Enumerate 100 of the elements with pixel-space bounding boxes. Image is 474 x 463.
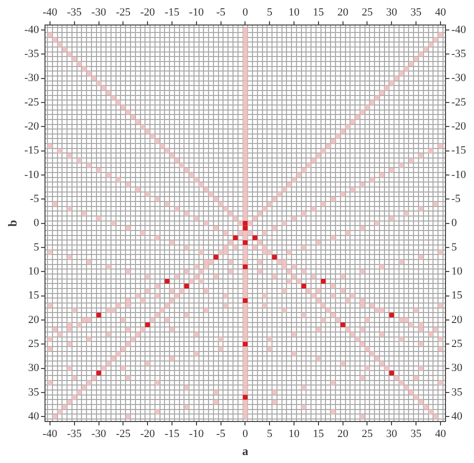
point bbox=[96, 168, 102, 172]
point bbox=[76, 322, 82, 328]
point bbox=[218, 336, 224, 342]
point bbox=[282, 220, 287, 226]
point bbox=[48, 346, 52, 352]
point bbox=[155, 235, 160, 240]
point bbox=[233, 245, 238, 250]
point bbox=[340, 322, 346, 328]
point bbox=[126, 226, 130, 230]
y-tick-label: 5 bbox=[34, 241, 40, 254]
x2-tick-label: 35 bbox=[410, 6, 422, 18]
point bbox=[116, 177, 121, 182]
y2-tick-label: 25 bbox=[451, 338, 463, 350]
point bbox=[204, 288, 208, 294]
x-tick-label: -25 bbox=[116, 428, 131, 440]
x-tick-label: -30 bbox=[91, 428, 107, 440]
point bbox=[48, 336, 52, 342]
point bbox=[86, 162, 92, 168]
point bbox=[72, 376, 77, 380]
point bbox=[198, 278, 204, 284]
y-tick-label: -5 bbox=[30, 193, 40, 206]
point bbox=[316, 288, 321, 294]
point bbox=[438, 303, 443, 308]
y-tick-label: -10 bbox=[24, 168, 40, 181]
point bbox=[438, 346, 443, 352]
point bbox=[126, 303, 130, 308]
point bbox=[340, 288, 346, 294]
point bbox=[204, 308, 208, 313]
y-tick-label: -15 bbox=[24, 144, 40, 157]
point bbox=[135, 293, 140, 298]
point bbox=[106, 332, 111, 337]
point bbox=[262, 293, 268, 298]
y-tick-label: 30 bbox=[28, 362, 40, 374]
y-tick-label: -40 bbox=[24, 24, 40, 36]
point bbox=[272, 226, 277, 230]
point bbox=[67, 254, 72, 260]
point bbox=[418, 327, 424, 332]
x-tick-label: 15 bbox=[312, 428, 324, 440]
point bbox=[360, 414, 365, 419]
point bbox=[252, 235, 258, 240]
y-tick-label: -20 bbox=[24, 120, 40, 133]
point bbox=[389, 216, 394, 221]
x-tick-label: 5 bbox=[266, 428, 273, 440]
point bbox=[204, 260, 208, 264]
point bbox=[360, 303, 365, 308]
point bbox=[170, 240, 174, 245]
point bbox=[155, 293, 160, 298]
point bbox=[282, 260, 287, 264]
x-tick-label: 40 bbox=[434, 428, 446, 440]
point bbox=[218, 346, 224, 352]
point bbox=[399, 318, 404, 322]
point bbox=[111, 220, 116, 226]
point bbox=[252, 245, 258, 250]
point bbox=[214, 274, 218, 279]
point bbox=[242, 394, 248, 400]
point bbox=[145, 361, 150, 366]
point bbox=[145, 274, 150, 279]
y2-tick-label: 0 bbox=[451, 217, 458, 230]
y-tick-label: 25 bbox=[28, 338, 40, 350]
point bbox=[316, 240, 321, 245]
x-tick-label: 0 bbox=[242, 428, 248, 440]
point bbox=[320, 202, 326, 206]
y2-tick-label: -5 bbox=[451, 193, 461, 206]
point bbox=[301, 385, 306, 390]
point bbox=[184, 404, 189, 410]
y-tick-label: 35 bbox=[28, 386, 40, 398]
x2-tick-label: 30 bbox=[386, 6, 398, 18]
point bbox=[126, 182, 130, 187]
point bbox=[223, 250, 228, 255]
point bbox=[72, 308, 77, 313]
point bbox=[184, 284, 189, 288]
point bbox=[67, 206, 72, 212]
y2-tick-label: -30 bbox=[451, 72, 466, 84]
point bbox=[370, 177, 374, 182]
point bbox=[389, 168, 394, 172]
point bbox=[292, 332, 296, 337]
y2-tick-label: 15 bbox=[451, 290, 463, 302]
y-tick-label: -30 bbox=[24, 72, 40, 84]
point bbox=[106, 308, 111, 313]
point bbox=[164, 278, 170, 284]
point bbox=[194, 332, 199, 337]
point bbox=[399, 162, 404, 168]
point bbox=[286, 250, 292, 255]
x-tick-label: 10 bbox=[288, 428, 300, 440]
point bbox=[311, 274, 316, 279]
point bbox=[242, 220, 248, 226]
x2-tick-label: -40 bbox=[42, 6, 58, 18]
point bbox=[360, 298, 365, 303]
point bbox=[184, 385, 189, 390]
y2-tick-label: -40 bbox=[451, 24, 466, 36]
point bbox=[374, 220, 380, 226]
point bbox=[120, 366, 126, 371]
point bbox=[389, 312, 394, 318]
y2-tick-label: -25 bbox=[451, 96, 466, 108]
point bbox=[258, 260, 262, 264]
x2-tick-label: 10 bbox=[288, 6, 300, 18]
point bbox=[82, 211, 86, 216]
point bbox=[174, 206, 180, 212]
point bbox=[340, 361, 346, 366]
point bbox=[170, 327, 174, 332]
